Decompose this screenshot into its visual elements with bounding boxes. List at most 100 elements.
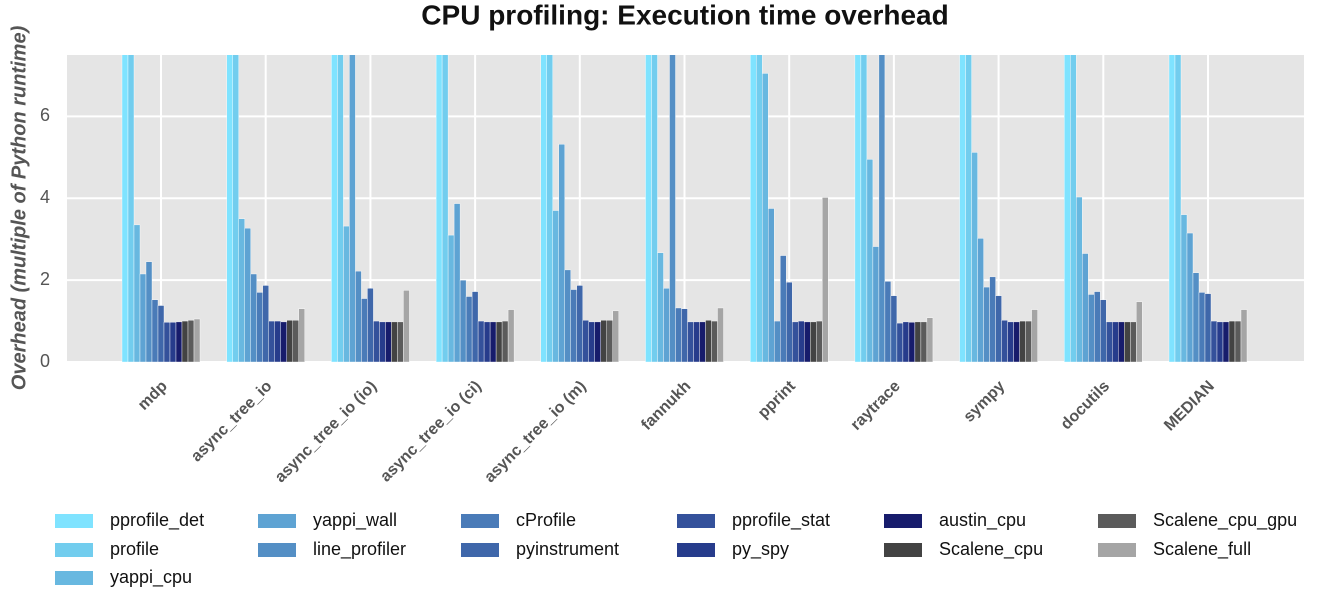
x-tick-label: mdp — [135, 378, 171, 414]
bar — [139, 273, 147, 362]
legend-swatch — [1098, 543, 1136, 557]
legend-label: yappi_cpu — [110, 567, 192, 588]
bar — [1001, 320, 1008, 362]
bar — [1064, 55, 1071, 362]
bar — [768, 208, 775, 362]
bar — [872, 246, 880, 362]
bar — [914, 321, 922, 362]
bar — [1007, 321, 1014, 362]
bar — [1186, 232, 1194, 362]
bar — [687, 321, 694, 362]
bar — [1192, 272, 1200, 362]
bar — [435, 55, 443, 362]
legend-swatch — [461, 514, 499, 528]
bar — [1168, 55, 1176, 362]
bar — [483, 321, 491, 362]
bar — [133, 224, 141, 362]
bar — [576, 285, 583, 362]
bar — [705, 320, 712, 362]
bar — [268, 320, 275, 362]
bar — [471, 291, 479, 362]
bar — [121, 55, 129, 362]
bar — [292, 320, 299, 362]
bar — [816, 320, 823, 362]
legend-label: py_spy — [732, 539, 789, 560]
bar — [651, 55, 658, 362]
bar — [762, 73, 769, 362]
bar — [1106, 321, 1113, 362]
x-tick-label: raytrace — [848, 378, 904, 434]
bar — [1216, 321, 1224, 362]
bar — [810, 321, 817, 362]
bar — [1222, 321, 1230, 362]
bar — [822, 197, 829, 362]
bar — [854, 55, 862, 362]
bar — [989, 276, 996, 362]
bar — [699, 321, 706, 362]
bar — [675, 307, 682, 362]
bar — [397, 321, 404, 362]
bar — [489, 321, 497, 362]
bar — [465, 296, 473, 362]
legend-label: austin_cpu — [939, 510, 1026, 531]
bar — [1082, 253, 1089, 362]
bar — [588, 321, 595, 362]
bar — [606, 320, 613, 362]
bar — [232, 55, 239, 362]
bar — [663, 288, 670, 362]
bar — [193, 318, 201, 362]
bar — [1210, 320, 1218, 362]
bar — [331, 55, 338, 362]
bar — [1088, 294, 1095, 362]
bar — [645, 55, 652, 362]
legend-swatch — [677, 543, 715, 557]
legend-label: line_profiler — [313, 539, 406, 560]
bar — [1112, 321, 1119, 362]
bar — [441, 55, 449, 362]
legend-label: pprofile_det — [110, 510, 204, 531]
legend-label: profile — [110, 539, 159, 559]
bar — [1094, 291, 1101, 362]
bar — [477, 320, 485, 362]
bars — [121, 55, 1248, 362]
bar — [564, 269, 571, 362]
bar — [286, 320, 293, 362]
bar — [385, 321, 392, 362]
bar — [453, 203, 461, 362]
bar — [163, 322, 171, 362]
bar — [552, 210, 559, 362]
bar — [361, 298, 368, 362]
bar — [1130, 321, 1137, 362]
legend-swatch — [258, 514, 296, 528]
bar — [792, 321, 799, 362]
legend-label: cProfile — [516, 510, 576, 530]
legend-swatch — [55, 514, 93, 528]
bar — [908, 322, 916, 362]
bar — [1100, 299, 1107, 362]
y-tick-label: 6 — [40, 105, 50, 125]
bar — [711, 320, 718, 362]
bar — [878, 55, 886, 362]
bar — [1124, 321, 1131, 362]
legend-swatch — [55, 571, 93, 585]
bar — [447, 234, 455, 362]
legend-swatch — [884, 543, 922, 557]
bar — [238, 218, 245, 362]
legend-label: yappi_wall — [313, 510, 397, 531]
bar — [717, 307, 724, 362]
x-tick-label: async_tree_io (io) — [272, 378, 380, 486]
x-tick-label: async_tree_io (ci) — [377, 378, 485, 486]
bar — [343, 225, 350, 362]
bar — [866, 159, 874, 362]
legend-swatch — [1098, 514, 1136, 528]
bar — [693, 321, 700, 362]
bar — [780, 255, 787, 362]
bar — [187, 320, 195, 362]
x-tick-label: pprint — [755, 377, 800, 422]
legend-label: Scalene_cpu_gpu — [1153, 510, 1297, 531]
x-tick-label: async_tree_io — [188, 378, 276, 466]
bar — [896, 322, 904, 362]
bar — [1019, 320, 1026, 362]
bar — [971, 152, 978, 362]
